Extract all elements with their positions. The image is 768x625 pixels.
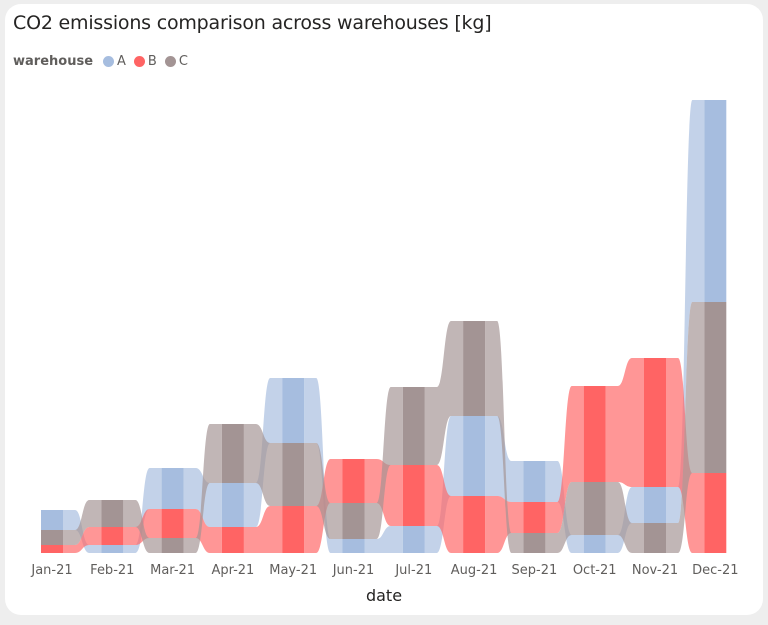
ribbon-c-7[interactable] (485, 321, 524, 553)
bar-b-Aug-21[interactable] (463, 496, 486, 553)
ribbon-b-8[interactable] (545, 386, 584, 533)
ribbon-a-4[interactable] (304, 378, 343, 553)
bar-a-Aug-21[interactable] (463, 416, 486, 496)
bar-c-Oct-21[interactable] (583, 482, 606, 535)
bar-a-Dec-21[interactable] (704, 100, 727, 302)
ribbon-a-5[interactable] (364, 526, 403, 553)
ribbon-c-2[interactable] (183, 424, 222, 553)
ribbon-c-8[interactable] (545, 482, 584, 553)
x-tick-label: Sep-21 (512, 563, 558, 578)
bars (41, 100, 727, 553)
ribbon-c-9[interactable] (605, 482, 644, 553)
bar-b-Sep-21[interactable] (523, 502, 546, 533)
x-tick-label: Aug-21 (451, 563, 498, 578)
x-tick-label: Apr-21 (211, 563, 254, 578)
legend-title: warehouse (13, 54, 94, 69)
x-tick-label: Nov-21 (632, 563, 678, 578)
bar-b-May-21[interactable] (282, 506, 305, 553)
ribbon-c-10[interactable] (666, 302, 705, 553)
bar-c-Jul-21[interactable] (402, 387, 425, 465)
bar-b-Jul-21[interactable] (402, 465, 425, 526)
bar-c-Aug-21[interactable] (463, 321, 486, 416)
legend: warehouse A B C (13, 54, 192, 69)
x-tick-label: Jul-21 (394, 563, 432, 578)
bar-b-Mar-21[interactable] (161, 509, 184, 538)
bar-c-Nov-21[interactable] (644, 523, 666, 553)
bar-b-Nov-21[interactable] (644, 358, 666, 487)
bar-a-Oct-21[interactable] (583, 535, 606, 553)
ribbon-b-6[interactable] (424, 465, 464, 553)
bar-c-Dec-21[interactable] (704, 302, 727, 473)
x-tick-label: Jun-21 (332, 563, 375, 578)
bar-c-Jan-21[interactable] (41, 530, 63, 545)
x-tick-label: Feb-21 (90, 563, 134, 578)
bar-a-Apr-21[interactable] (221, 483, 244, 527)
bar-b-Dec-21[interactable] (704, 473, 727, 553)
bar-a-May-21[interactable] (282, 378, 305, 443)
bar-b-Jun-21[interactable] (342, 459, 365, 503)
legend-item-a[interactable]: A (103, 54, 126, 69)
bar-c-Apr-21[interactable] (221, 424, 244, 483)
ribbon-c-6[interactable] (424, 321, 464, 465)
bar-c-Jun-21[interactable] (342, 503, 365, 539)
ribbon-b-3[interactable] (243, 506, 283, 553)
legend-item-c[interactable]: C (164, 54, 188, 69)
ribbon-b-2[interactable] (183, 509, 222, 553)
bar-b-Oct-21[interactable] (583, 386, 606, 482)
x-tick-label: Oct-21 (573, 563, 617, 578)
bar-c-Mar-21[interactable] (161, 538, 184, 553)
ribbon-b-7[interactable] (485, 496, 524, 553)
bar-c-Feb-21[interactable] (101, 500, 124, 527)
bar-a-Jan-21[interactable] (41, 510, 63, 530)
x-tick-label: Jan-21 (30, 563, 72, 578)
ribbon-b-0[interactable] (63, 527, 102, 553)
bar-a-Sep-21[interactable] (523, 461, 546, 502)
ribbons (63, 100, 705, 553)
x-tick-label: May-21 (269, 563, 317, 578)
legend-dot-a (103, 56, 115, 67)
bar-a-Mar-21[interactable] (161, 468, 184, 509)
bar-b-Jan-21[interactable] (41, 545, 63, 553)
x-tick-label: Dec-21 (692, 563, 738, 578)
ribbon-a-10[interactable] (666, 100, 705, 523)
ribbon-c-4[interactable] (304, 443, 343, 539)
legend-dot-c (164, 56, 176, 67)
ribbon-c-5[interactable] (364, 387, 403, 539)
bar-a-Nov-21[interactable] (644, 487, 666, 523)
bar-a-Jul-21[interactable] (402, 526, 425, 553)
chart-title: CO2 emissions comparison across warehous… (13, 12, 492, 34)
bar-a-Feb-21[interactable] (101, 545, 124, 553)
ribbon-b-9[interactable] (605, 358, 644, 487)
bar-c-May-21[interactable] (282, 443, 305, 506)
bar-a-Jun-21[interactable] (342, 539, 365, 553)
bar-c-Sep-21[interactable] (523, 533, 546, 553)
ribbon-c-3[interactable] (243, 424, 283, 506)
bar-b-Feb-21[interactable] (101, 527, 124, 545)
legend-dot-b (133, 56, 145, 67)
ribbon-c-1[interactable] (123, 500, 162, 553)
ribbon-a-1[interactable] (123, 468, 162, 553)
ribbon-c-0[interactable] (63, 500, 102, 545)
bar-b-Apr-21[interactable] (221, 527, 244, 553)
x-axis-label: date (366, 586, 402, 605)
x-tick-label: Mar-21 (150, 563, 195, 578)
x-axis-ticks: Jan-21 Feb-21 Mar-21 Apr-21 May-21 Jun-21 Jul-… (30, 563, 738, 578)
legend-item-b[interactable]: B (133, 54, 157, 69)
